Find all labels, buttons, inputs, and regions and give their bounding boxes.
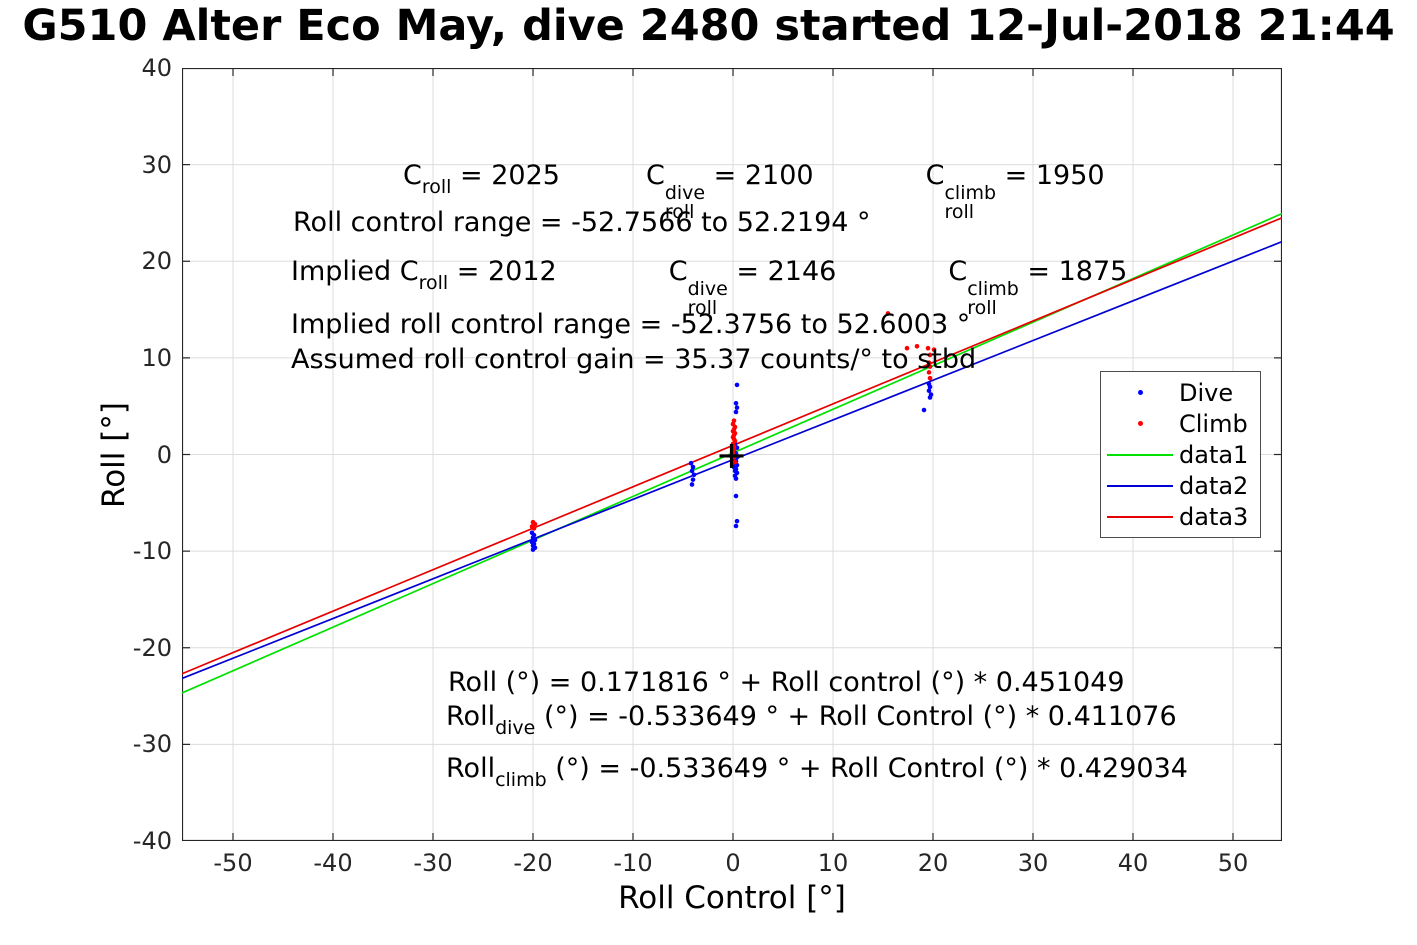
scatter-point-dive (530, 547, 536, 552)
scatter-point-dive (926, 388, 932, 394)
legend-label-data1: data1 (1179, 440, 1249, 469)
scatter-point-dive (927, 384, 933, 390)
scatter-point-dive (689, 468, 695, 474)
scatter-point-dive (734, 405, 740, 410)
x-tick-label: 20 (917, 849, 949, 877)
scatter-point-dive (690, 477, 696, 482)
y-tick-label: 10 (141, 343, 172, 372)
y-tick-label: -20 (132, 633, 172, 662)
y-tick-label: -40 (132, 827, 172, 855)
legend-marker-area (1101, 390, 1179, 395)
y-tick-label: -30 (132, 730, 172, 759)
climb-dot-icon (1137, 421, 1143, 426)
legend-item-data1: data1 (1101, 440, 1260, 470)
legend-marker-area (1101, 484, 1179, 487)
chart-title: G510 Alter Eco May, dive 2480 started 12… (22, 1, 1395, 51)
scatter-point-dive (927, 395, 933, 400)
scatter-point-climb (904, 345, 910, 351)
y-tick-label: 20 (141, 247, 172, 276)
scatter-point-dive (733, 523, 739, 529)
c-roll-term: Croll = 2025 (403, 160, 560, 198)
x-tick-label: -50 (213, 849, 253, 877)
scatter-point-dive (688, 460, 694, 466)
scatter-point-climb (931, 347, 937, 352)
x-axis-label: Roll Control [°] (618, 880, 846, 916)
annotation-implied-range: Implied roll control range = -52.3756 to… (291, 309, 971, 340)
y-tick-label: 0 (156, 440, 172, 469)
legend-marker-area (1101, 453, 1179, 456)
scatter-point-dive (689, 482, 695, 487)
legend-box: Dive Climb data1 data2 data3 (1100, 371, 1261, 538)
x-tick-label: -30 (413, 849, 453, 877)
data3-line-icon (1107, 515, 1173, 518)
scatter-point-climb (885, 311, 891, 316)
y-tick-label: 30 (141, 150, 172, 179)
legend-marker-area (1101, 421, 1179, 426)
annotation-roll-control-range: Roll control range = -52.7566 to 52.2194… (293, 207, 871, 238)
legend-item-data3: data3 (1101, 502, 1260, 532)
scatter-point-climb (927, 352, 933, 358)
scatter-point-dive (690, 464, 696, 470)
x-tick-label: -40 (313, 849, 353, 877)
annotation-fit-roll-climb: Rollclimb (°) = -0.533649 ° + Roll Contr… (446, 753, 1188, 791)
legend-item-climb: Climb (1101, 409, 1260, 439)
dive-dot-icon (1137, 390, 1143, 395)
scatter-point-climb (531, 526, 537, 531)
scatter-point-dive (733, 493, 739, 499)
scatter-point-dive (733, 476, 739, 481)
legend-label-climb: Climb (1179, 409, 1248, 438)
x-tick-label: -20 (513, 849, 553, 877)
x-tick-label: -10 (613, 849, 653, 877)
scatter-point-climb (927, 375, 933, 381)
scatter-point-dive (733, 400, 739, 406)
scatter-point-climb (926, 360, 932, 366)
legend-label-data3: data3 (1179, 502, 1249, 531)
y-tick-label: -10 (132, 537, 172, 566)
y-tick-label: 40 (141, 54, 172, 82)
annotation-fit-roll: Roll (°) = 0.171816 ° + Roll control (°)… (448, 667, 1125, 698)
scatter-point-climb (914, 343, 920, 349)
x-tick-label: 40 (1117, 849, 1149, 877)
x-tick-label: 50 (1217, 849, 1249, 877)
scatter-point-climb (927, 364, 933, 369)
implied-c-roll-term: Implied Croll = 2012 (291, 256, 557, 294)
legend-label-dive: Dive (1179, 378, 1234, 407)
x-tick-label: 10 (817, 849, 849, 877)
x-tick-label: 30 (1017, 849, 1049, 877)
legend-item-dive: Dive (1101, 378, 1260, 408)
scatter-point-dive (921, 407, 927, 413)
legend-item-data2: data2 (1101, 471, 1260, 501)
scatter-point-climb (732, 459, 738, 465)
data1-line-icon (1107, 453, 1173, 456)
scatter-point-dive (733, 409, 739, 415)
annotation-fit-roll-dive: Rolldive (°) = -0.533649 ° + Roll Contro… (446, 701, 1177, 739)
plot-area (182, 68, 1282, 841)
scatter-point-climb (925, 345, 931, 351)
data2-line-icon (1107, 484, 1173, 487)
annotation-assumed-gain: Assumed roll control gain = 35.37 counts… (291, 344, 977, 375)
x-tick-label: 0 (725, 849, 741, 877)
scatter-point-dive (734, 382, 740, 388)
legend-marker-area (1101, 515, 1179, 518)
scatter-point-climb (926, 370, 932, 375)
scatter-point-dive (734, 518, 740, 524)
legend-label-data2: data2 (1179, 471, 1249, 500)
scatter-point-dive (691, 472, 697, 478)
